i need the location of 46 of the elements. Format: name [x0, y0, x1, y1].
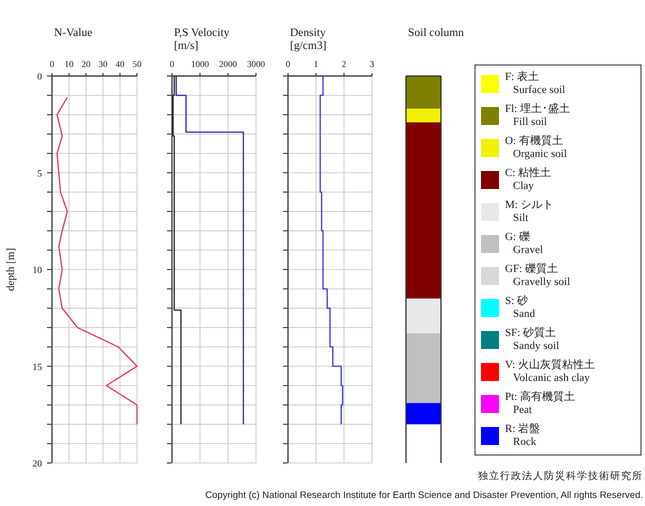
x-tick-label: 1000: [191, 59, 210, 69]
legend-label: O: 有機質土 Organic soil: [505, 134, 567, 160]
legend-label: M: シルト Silt: [505, 199, 554, 224]
bar: [406, 108, 441, 122]
x-tick-label: 0: [50, 59, 55, 69]
legend-label: GF: 礫質土 Gravelly soil: [505, 262, 570, 288]
x-tick-label: 40: [116, 59, 125, 69]
chart-title: P,S Velocity: [174, 27, 230, 39]
x-tick-label: 30: [98, 59, 108, 69]
x-tick-label: 0: [170, 59, 175, 69]
y-axis-title: depth [m]: [5, 248, 17, 292]
line-series: [56, 96, 138, 425]
x-tick-label: 0: [286, 59, 291, 69]
bar: [406, 333, 441, 404]
legend-label: C: 粘性土 Clay: [505, 166, 552, 192]
text: 独立行政法人防災科学技術研究所: [478, 470, 643, 482]
y-tick-label: 0: [37, 72, 42, 82]
legend-label: Fl: 埋土･盛土 Fill soil: [505, 102, 570, 128]
chart-subtitle: [m/s]: [174, 40, 198, 52]
y-tick-label: 5: [37, 169, 42, 180]
legend-label: SF: 砂質土 Sandy soil: [505, 326, 560, 352]
chart-title: Soil column: [408, 27, 464, 39]
legend-label: S: 砂 Sand: [505, 294, 536, 320]
text: Copyright (c) National Research Institute for Earth Science and Disaster Prevention, All rights Reserved.: [205, 490, 643, 501]
legend-label: V: 火山灰質粘性土 Volcanic ash clay: [505, 358, 595, 384]
legend-label: F: 表土 Surface soil: [505, 70, 566, 96]
x-tick-label: 3000: [247, 59, 266, 69]
bar: [406, 122, 441, 299]
x-tick-label: 3: [370, 59, 375, 69]
chart-title: N-Value: [54, 27, 92, 39]
chart-title: Density: [290, 27, 326, 39]
x-tick-label: 2000: [219, 59, 238, 69]
bar: [406, 298, 441, 334]
legend-label: R: 岩盤 Rock: [505, 422, 540, 448]
x-tick-label: 10: [64, 59, 74, 69]
x-tick-label: 1: [314, 59, 318, 69]
x-tick-label: 20: [82, 59, 91, 69]
y-tick-label: 15: [32, 362, 42, 373]
x-tick-label: 50: [132, 59, 142, 69]
legend-label: G: 礫 Gravel: [505, 230, 543, 256]
chart-subtitle: [g/cm3]: [290, 40, 326, 52]
y-tick-label: 20: [32, 460, 42, 470]
y-tick-label: 10: [32, 266, 42, 276]
bar: [406, 403, 441, 424]
legend-label: Pt: 高有機質土 Peat: [505, 390, 575, 416]
x-tick-label: 2: [342, 59, 346, 69]
